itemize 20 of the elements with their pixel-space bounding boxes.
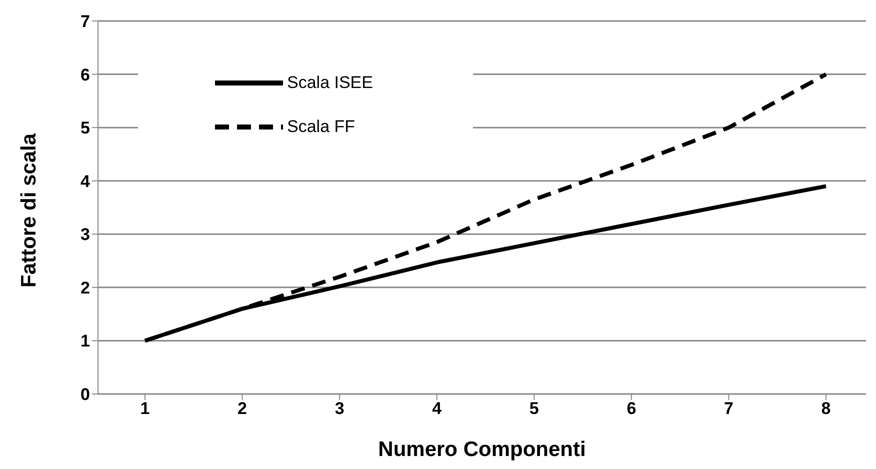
- x-tick-label: 7: [724, 399, 734, 418]
- x-tick-label: 2: [238, 399, 248, 418]
- y-tick-label: 2: [80, 278, 90, 298]
- y-axis-title: Fattore di scala: [17, 133, 40, 288]
- y-tick-label: 0: [80, 385, 90, 404]
- x-tick-label: 5: [529, 399, 539, 418]
- x-axis-title: Numero Componenti: [378, 438, 586, 461]
- y-tick-label: 1: [80, 332, 90, 351]
- y-tick-label: 3: [80, 225, 90, 244]
- y-tick-label: 4: [80, 172, 91, 191]
- y-tick-label: 6: [80, 65, 90, 84]
- legend-label: Scala ISEE: [287, 73, 373, 93]
- x-tick-label: 3: [334, 399, 344, 418]
- x-tick-label: 8: [821, 399, 831, 418]
- y-tick-label: 5: [80, 118, 90, 138]
- y-tick-label: 7: [80, 12, 90, 32]
- x-tick-label: 4: [432, 399, 442, 418]
- x-tick-label: 6: [626, 399, 636, 418]
- x-tick-label: 1: [140, 399, 150, 418]
- legend-label: Scala FF: [287, 117, 356, 137]
